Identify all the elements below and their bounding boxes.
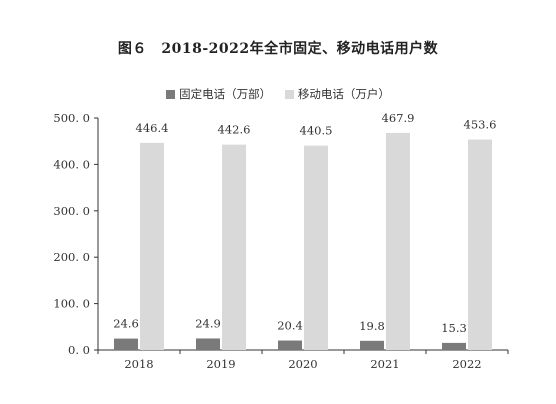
legend-swatch-fixed	[166, 90, 176, 99]
bar-fixed-2020	[278, 340, 302, 350]
legend: 固定电话（万部） 移动电话（万户）	[0, 86, 556, 102]
data-label-mobile-2019: 442.6	[218, 123, 251, 137]
bar-fixed-2021	[360, 340, 384, 350]
y-tick-label: 0. 0	[68, 343, 90, 357]
bar-fixed-2022	[442, 342, 466, 350]
bar-fixed-2019	[196, 338, 220, 350]
data-label-mobile-2022: 453.6	[464, 118, 497, 132]
bar-fixed-2018	[114, 338, 138, 350]
legend-label-fixed: 固定电话（万部）	[179, 87, 272, 101]
bar-mobile-2022	[468, 139, 492, 350]
bar-mobile-2021	[386, 132, 410, 350]
bar-mobile-2019	[222, 144, 246, 350]
x-tick-label: 2021	[370, 357, 399, 371]
x-tick-label: 2019	[206, 357, 235, 371]
legend-item-fixed: 固定电话（万部）	[166, 86, 271, 102]
y-tick-label: 300. 0	[53, 204, 90, 218]
legend-item-mobile: 移动电话（万户）	[284, 86, 390, 102]
data-label-fixed-2020: 20.4	[277, 319, 303, 333]
bar-mobile-2018	[140, 142, 164, 350]
y-tick-label: 400. 0	[53, 157, 90, 171]
data-label-mobile-2021: 467.9	[382, 111, 415, 125]
legend-swatch-mobile	[284, 90, 294, 99]
data-label-fixed-2018: 24.6	[113, 317, 139, 331]
x-tick-label: 2022	[452, 357, 481, 371]
data-label-mobile-2018: 446.4	[136, 121, 169, 135]
legend-label-mobile: 移动电话（万户）	[297, 87, 390, 101]
data-label-mobile-2020: 440.5	[300, 124, 333, 138]
x-tick-label: 2020	[288, 357, 317, 371]
data-label-fixed-2021: 19.8	[359, 319, 385, 333]
data-label-fixed-2022: 15.3	[441, 321, 467, 335]
y-tick-label: 100. 0	[53, 297, 90, 311]
data-label-fixed-2019: 24.9	[195, 316, 221, 330]
x-tick-label: 2018	[124, 357, 153, 371]
y-tick-label: 500. 0	[53, 111, 90, 125]
y-tick-label: 200. 0	[53, 250, 90, 264]
bar-mobile-2020	[304, 145, 328, 350]
chart-title: 图６ 2018-2022年全市固定、移动电话用户数	[117, 41, 439, 57]
